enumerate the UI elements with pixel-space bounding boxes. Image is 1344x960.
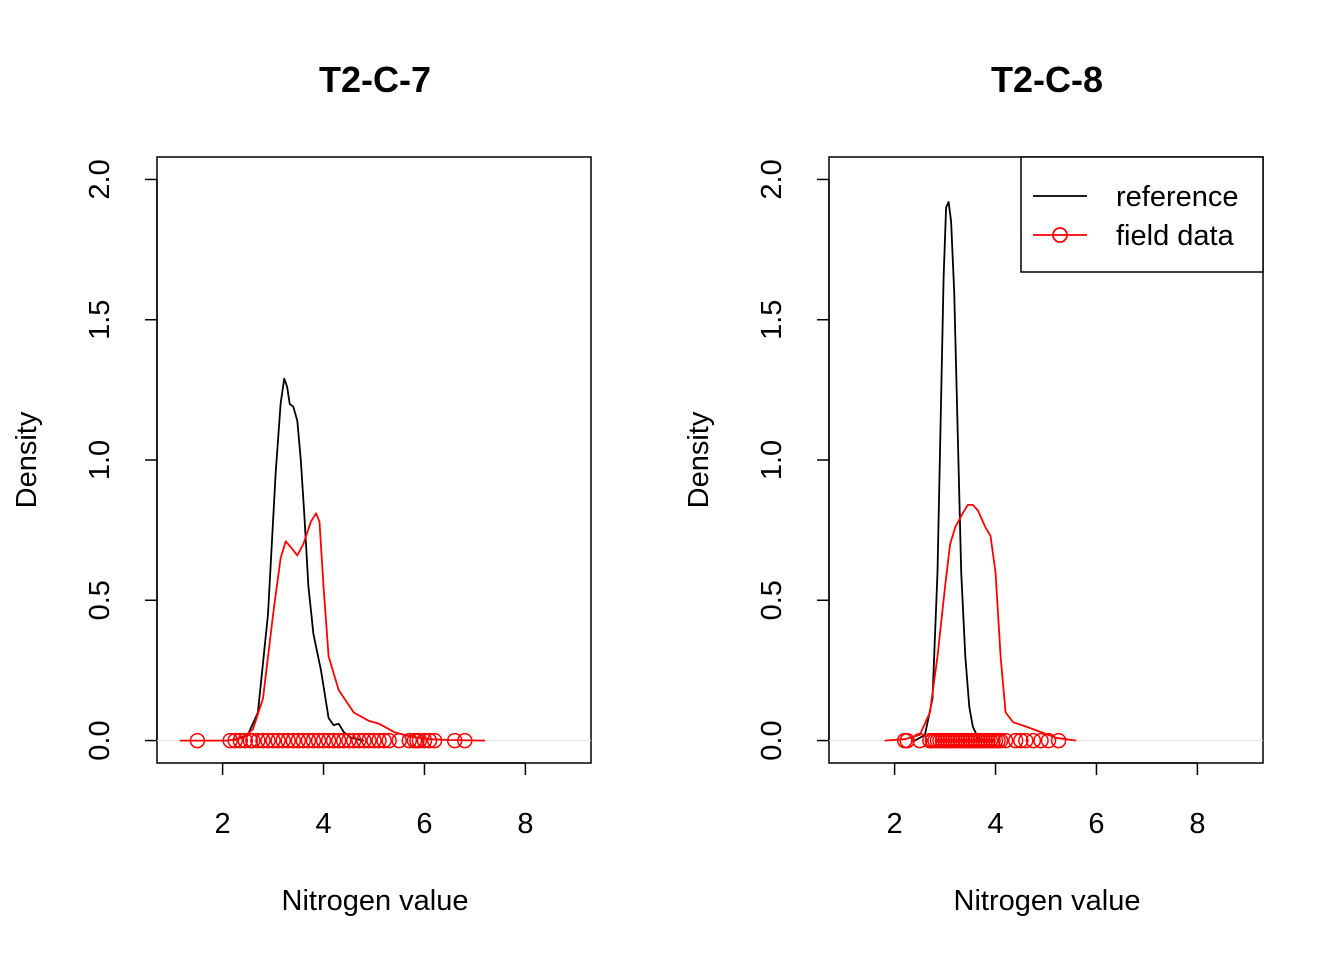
data-point bbox=[245, 732, 261, 749]
data-point bbox=[361, 732, 377, 749]
y-axis-label: Density bbox=[683, 411, 715, 508]
data-point bbox=[1007, 732, 1024, 749]
data-point bbox=[255, 732, 271, 749]
data-point bbox=[366, 732, 382, 749]
data-point bbox=[270, 732, 286, 749]
y-axis-label: Density bbox=[11, 411, 43, 508]
data-point bbox=[227, 732, 243, 749]
data-point bbox=[416, 732, 433, 749]
legend: reference field data bbox=[1020, 156, 1264, 273]
data-point bbox=[997, 732, 1014, 749]
legend-entry-reference: reference bbox=[1033, 181, 1239, 213]
data-point bbox=[899, 732, 915, 749]
y-tick-label: 1.5 bbox=[84, 300, 116, 340]
legend-label: field data bbox=[1116, 220, 1235, 252]
data-point bbox=[912, 732, 928, 749]
chart-title: T2-C-7 bbox=[319, 59, 431, 100]
data-point bbox=[232, 732, 249, 749]
legend-box bbox=[1020, 156, 1264, 273]
legend-swatch-circle-marker bbox=[1052, 227, 1068, 243]
plot-area bbox=[157, 377, 591, 749]
x-tick-label: 8 bbox=[517, 808, 533, 840]
data-point bbox=[401, 732, 418, 749]
data-point bbox=[285, 732, 302, 749]
data-point bbox=[457, 732, 473, 749]
data-point bbox=[335, 732, 352, 749]
data-point bbox=[992, 732, 1009, 749]
data-point bbox=[1018, 732, 1034, 749]
legend-label: reference bbox=[1116, 181, 1239, 213]
data-point bbox=[1050, 732, 1067, 749]
data-point bbox=[411, 732, 428, 749]
data-point bbox=[265, 732, 281, 749]
data-point bbox=[1033, 732, 1049, 749]
legend-entry-field-data: field data bbox=[1033, 220, 1235, 252]
y-axis: 0.0 0.5 1.0 1.5 2.0 bbox=[84, 159, 158, 761]
data-point bbox=[237, 732, 254, 749]
data-point bbox=[391, 732, 407, 749]
data-point bbox=[341, 732, 357, 749]
data-point bbox=[290, 732, 307, 749]
data-point bbox=[300, 732, 317, 749]
data-point bbox=[250, 732, 266, 749]
data-point bbox=[381, 732, 397, 749]
x-axis-label: Nitrogen value bbox=[282, 885, 469, 917]
data-point bbox=[371, 732, 387, 749]
data-point bbox=[325, 732, 342, 749]
y-tick-label: 2.0 bbox=[84, 159, 116, 199]
x-tick-label: 8 bbox=[1189, 808, 1205, 840]
y-tick-label: 1.0 bbox=[84, 440, 116, 480]
data-point bbox=[189, 732, 206, 749]
data-point bbox=[1013, 732, 1029, 749]
data-point bbox=[426, 732, 443, 749]
y-tick-label: 0.0 bbox=[756, 720, 788, 760]
y-tick-label: 1.5 bbox=[756, 300, 788, 340]
data-point bbox=[295, 732, 312, 749]
x-tick-label: 6 bbox=[416, 808, 432, 840]
data-point bbox=[330, 732, 347, 749]
data-point bbox=[421, 732, 438, 749]
chart-title: T2-C-8 bbox=[991, 59, 1103, 100]
data-point bbox=[275, 732, 291, 749]
plot-area bbox=[829, 200, 1263, 749]
y-tick-label: 0.0 bbox=[84, 720, 116, 760]
y-tick-label: 2.0 bbox=[756, 159, 788, 199]
x-tick-label: 4 bbox=[987, 808, 1003, 840]
series-line-reference bbox=[914, 200, 986, 742]
data-point bbox=[351, 732, 367, 749]
x-tick-label: 2 bbox=[215, 808, 231, 840]
x-axis: 2 4 6 8 bbox=[215, 762, 533, 840]
y-axis: 0.0 0.5 1.0 1.5 2.0 bbox=[756, 159, 830, 761]
data-point bbox=[320, 732, 337, 749]
data-point bbox=[315, 732, 332, 749]
data-point bbox=[280, 732, 296, 749]
data-point bbox=[446, 732, 463, 749]
data-point bbox=[310, 732, 327, 749]
data-point bbox=[1040, 732, 1057, 749]
x-tick-label: 2 bbox=[887, 808, 903, 840]
series-line-field-data bbox=[179, 512, 486, 742]
x-tick-label: 6 bbox=[1088, 808, 1104, 840]
data-point bbox=[260, 732, 276, 749]
x-axis-label: Nitrogen value bbox=[954, 885, 1141, 917]
data-point bbox=[376, 732, 392, 749]
data-point bbox=[346, 732, 362, 749]
series-line-reference bbox=[232, 377, 365, 742]
x-axis: 2 4 6 8 bbox=[887, 762, 1205, 840]
plot-frame bbox=[156, 156, 592, 764]
x-tick-label: 4 bbox=[315, 808, 331, 840]
series-line-field-data bbox=[884, 503, 1077, 742]
data-point bbox=[222, 732, 238, 749]
y-tick-label: 0.5 bbox=[756, 580, 788, 620]
data-point bbox=[305, 732, 322, 749]
data-point bbox=[1025, 732, 1042, 749]
data-point bbox=[356, 732, 372, 749]
y-tick-label: 1.0 bbox=[756, 440, 788, 480]
y-tick-label: 0.5 bbox=[84, 580, 116, 620]
